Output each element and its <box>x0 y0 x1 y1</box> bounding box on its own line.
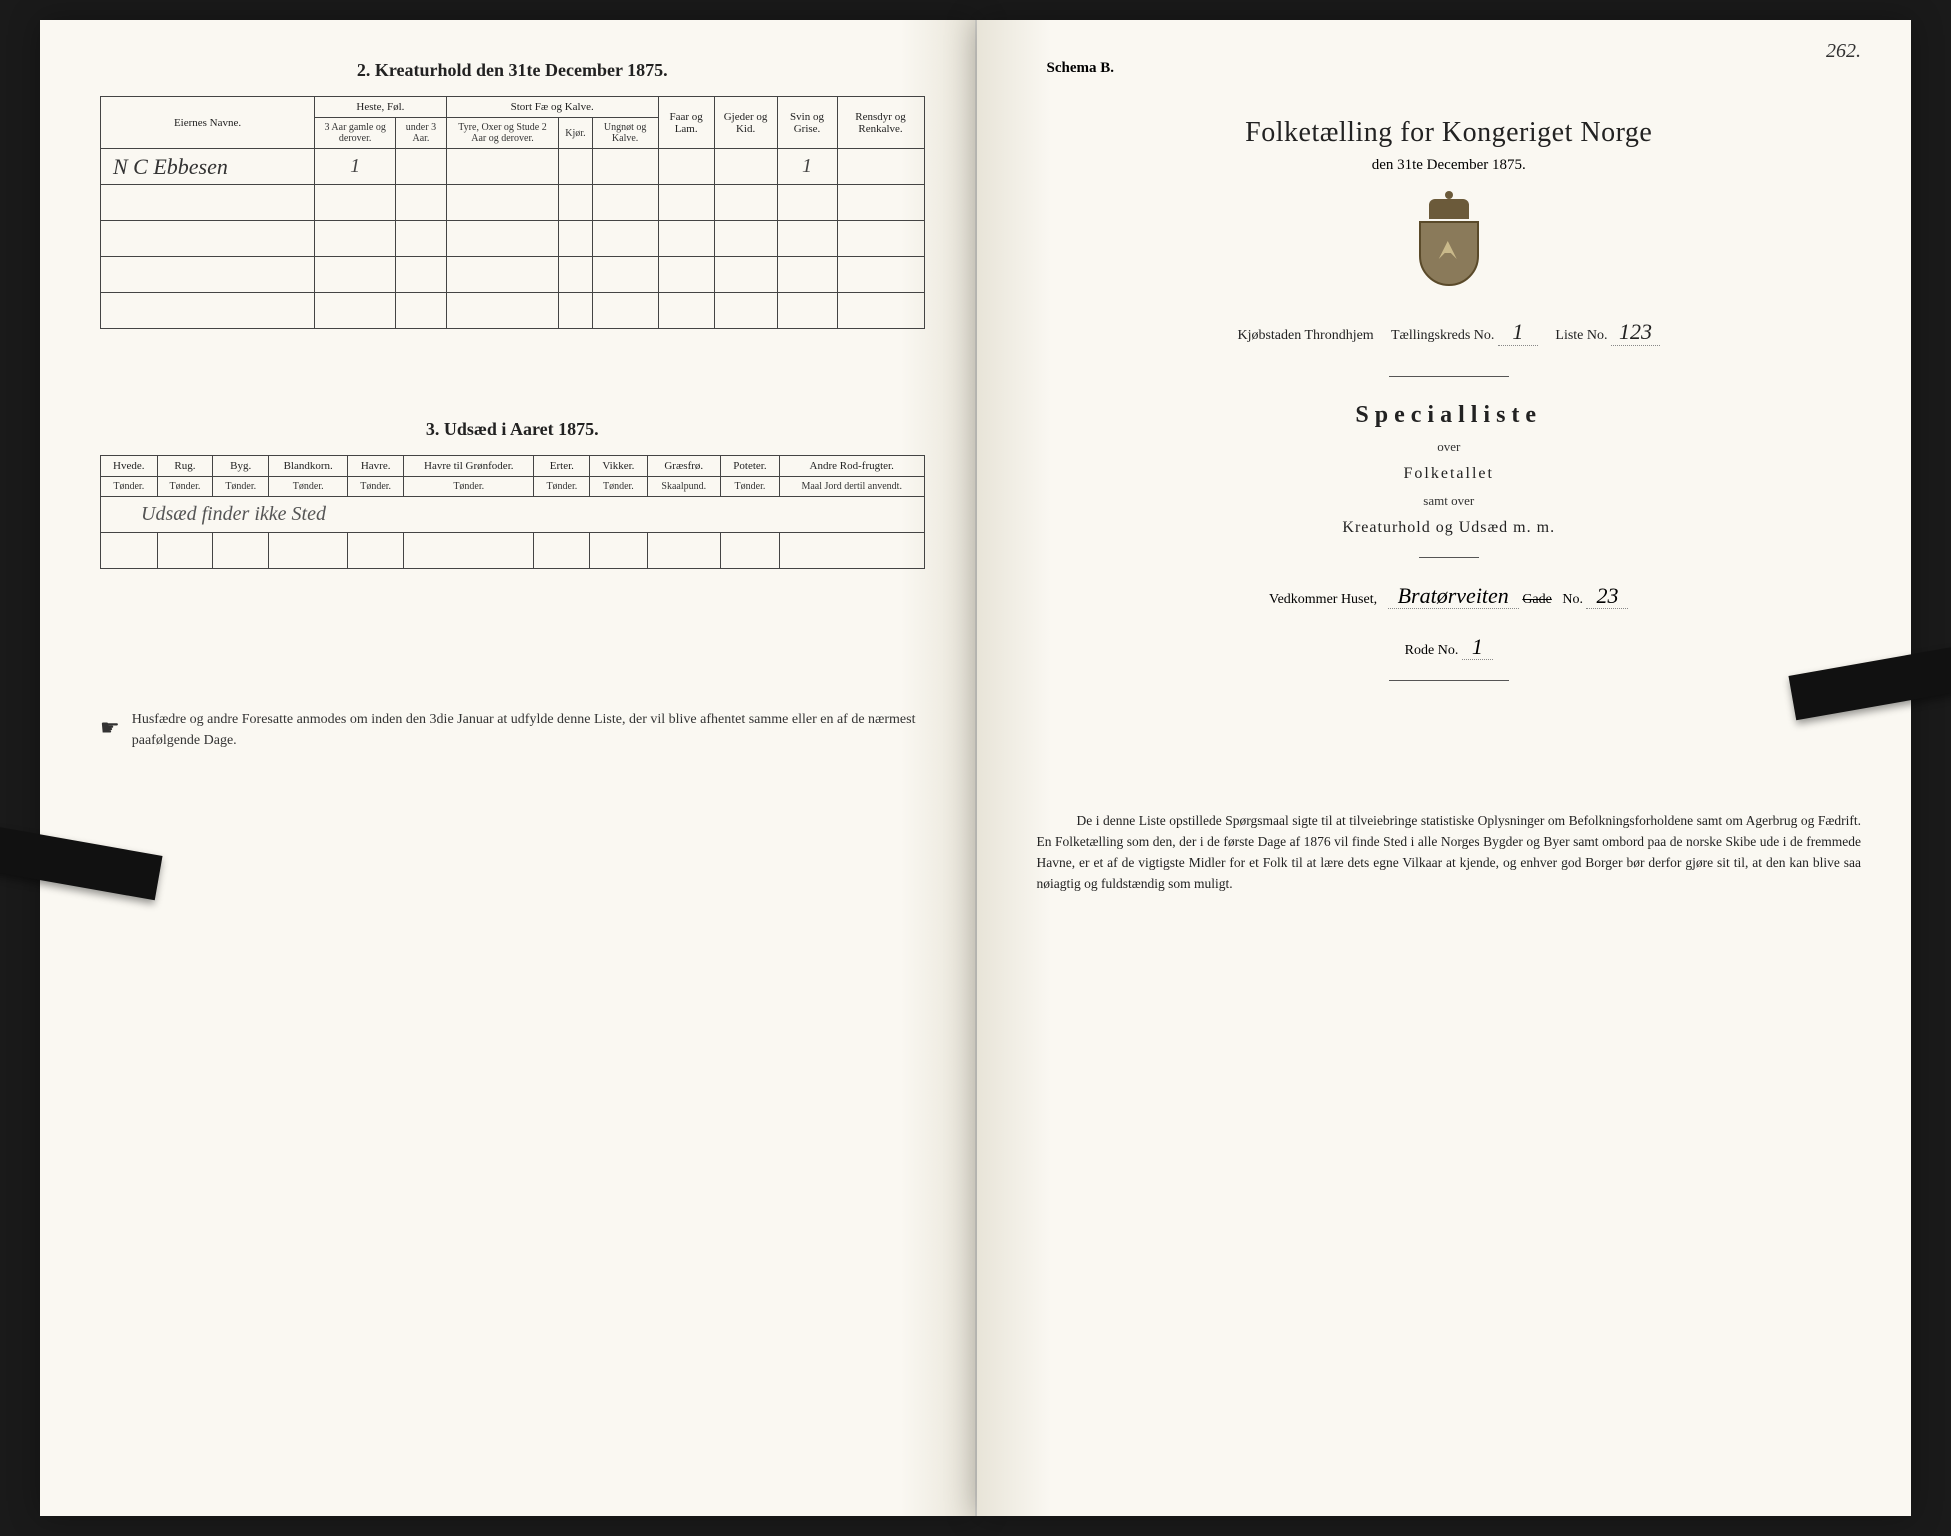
census-date: den 31te December 1875. <box>1037 157 1862 174</box>
unit: Tønder. <box>101 477 158 497</box>
divider <box>1389 680 1509 681</box>
cell <box>446 149 559 185</box>
gade-strike: Gade <box>1522 592 1552 607</box>
col-erter: Erter. <box>534 456 590 477</box>
liste-no: 123 <box>1611 319 1660 346</box>
table-row <box>101 221 925 257</box>
cell <box>714 149 777 185</box>
heste-3aar: 1 <box>315 149 396 185</box>
col-owner: Eiernes Navne. <box>101 97 315 149</box>
unit: Tønder. <box>720 477 779 497</box>
divider <box>1419 557 1479 558</box>
table-row <box>101 185 925 221</box>
specialliste-title: Specialliste <box>1037 402 1862 429</box>
udsaed-table: Hvede. Rug. Byg. Blandkorn. Havre. Havre… <box>100 455 925 569</box>
city-line: Kjøbstaden Throndhjem Tællingskreds No. … <box>1037 319 1862 346</box>
col-rensdyr: Rensdyr og Renkalve. <box>837 97 924 149</box>
svin-count: 1 <box>777 149 837 185</box>
kreds-no: 1 <box>1498 319 1538 346</box>
sub-stort-a: Tyre, Oxer og Stude 2 Aar og derover. <box>446 118 559 149</box>
folketallet-label: Folketallet <box>1037 465 1862 483</box>
table-row: N C Ebbesen 1 1 <box>101 149 925 185</box>
left-page: 2. Kreaturhold den 31te December 1875. E… <box>40 20 977 1516</box>
col-byg: Byg. <box>213 456 269 477</box>
unit: Tønder. <box>348 477 404 497</box>
grp-stort: Stort Fæ og Kalve. <box>446 97 658 118</box>
unit: Tønder. <box>213 477 269 497</box>
table-row <box>101 257 925 293</box>
cell <box>396 149 446 185</box>
samt-label: samt over <box>1037 493 1862 509</box>
divider <box>1389 376 1509 377</box>
cell <box>559 149 592 185</box>
house-no: 23 <box>1586 583 1628 609</box>
udsaed-header-row: Hvede. Rug. Byg. Blandkorn. Havre. Havre… <box>101 456 925 477</box>
footer-note: ☛ Husfædre og andre Foresatte anmodes om… <box>100 709 925 751</box>
col-vikker: Vikker. <box>590 456 647 477</box>
grp-heste: Heste, Føl. <box>315 97 447 118</box>
cell <box>837 149 924 185</box>
udsaed-units-row: Tønder. Tønder. Tønder. Tønder. Tønder. … <box>101 477 925 497</box>
unit: Tønder. <box>269 477 348 497</box>
unit: Maal Jord dertil anvendt. <box>779 477 924 497</box>
cell <box>658 149 714 185</box>
unit: Skaalpund. <box>647 477 720 497</box>
col-faar: Faar og Lam. <box>658 97 714 149</box>
unit: Tønder. <box>404 477 534 497</box>
city-label: Kjøbstaden Throndhjem <box>1237 328 1373 343</box>
no-label: No. <box>1562 592 1583 607</box>
cell <box>592 149 658 185</box>
col-graesfro: Græsfrø. <box>647 456 720 477</box>
table-row: Udsæd finder ikke Sted <box>101 497 925 533</box>
owner-name: N C Ebbesen <box>101 149 315 185</box>
footer-text: Husfædre og andre Foresatte anmodes om i… <box>132 709 925 751</box>
over-label: over <box>1037 439 1862 455</box>
col-havre: Havre. <box>348 456 404 477</box>
vedk-label: Vedkommer Huset, <box>1269 592 1377 607</box>
unit: Tønder. <box>590 477 647 497</box>
sub-heste-b: under 3 Aar. <box>396 118 446 149</box>
liste-label: Liste No. <box>1555 328 1607 343</box>
vedkommer-line: Vedkommer Huset, Bratørveiten Gade No. 2… <box>1037 583 1862 609</box>
col-poteter: Poteter. <box>720 456 779 477</box>
street-name: Bratørveiten <box>1388 583 1519 609</box>
kreaturhold-table: Eiernes Navne. Heste, Føl. Stort Fæ og K… <box>100 96 925 329</box>
col-rug: Rug. <box>157 456 213 477</box>
table-row <box>101 533 925 569</box>
rode-line: Rode No. 1 <box>1037 634 1862 660</box>
schema-label: Schema B. <box>1047 60 1862 77</box>
coat-of-arms-icon <box>1414 199 1484 289</box>
kreaturhold-label: Kreaturhold og Udsæd m. m. <box>1037 519 1862 537</box>
col-blandkorn: Blandkorn. <box>269 456 348 477</box>
sub-heste-a: 3 Aar gamle og derover. <box>315 118 396 149</box>
col-svin: Svin og Grise. <box>777 97 837 149</box>
unit: Tønder. <box>534 477 590 497</box>
rode-no: 1 <box>1462 634 1493 660</box>
col-rodfrugter: Andre Rod-frugter. <box>779 456 924 477</box>
section2-title: 2. Kreaturhold den 31te December 1875. <box>100 60 925 81</box>
right-page: 262. Schema B. Folketælling for Kongerig… <box>977 20 1912 1516</box>
col-hvede: Hvede. <box>101 456 158 477</box>
sub-stort-c: Ungnøt og Kalve. <box>592 118 658 149</box>
instruction-paragraph: De i denne Liste opstillede Spørgsmaal s… <box>1037 811 1862 895</box>
col-gjeder: Gjeder og Kid. <box>714 97 777 149</box>
page-number: 262. <box>1826 40 1861 63</box>
census-title: Folketælling for Kongeriget Norge <box>1037 117 1862 149</box>
kreds-label: Tællingskreds No. <box>1391 328 1494 343</box>
section3-title: 3. Udsæd i Aaret 1875. <box>100 419 925 440</box>
unit: Tønder. <box>157 477 213 497</box>
sub-stort-b: Kjør. <box>559 118 592 149</box>
rode-label: Rode No. <box>1405 643 1459 658</box>
pointing-hand-icon: ☛ <box>100 711 120 744</box>
table-row <box>101 293 925 329</box>
udsaed-handwritten: Udsæd finder ikke Sted <box>101 497 925 533</box>
col-havre-gron: Havre til Grønfoder. <box>404 456 534 477</box>
archive-clip-left <box>0 825 163 901</box>
